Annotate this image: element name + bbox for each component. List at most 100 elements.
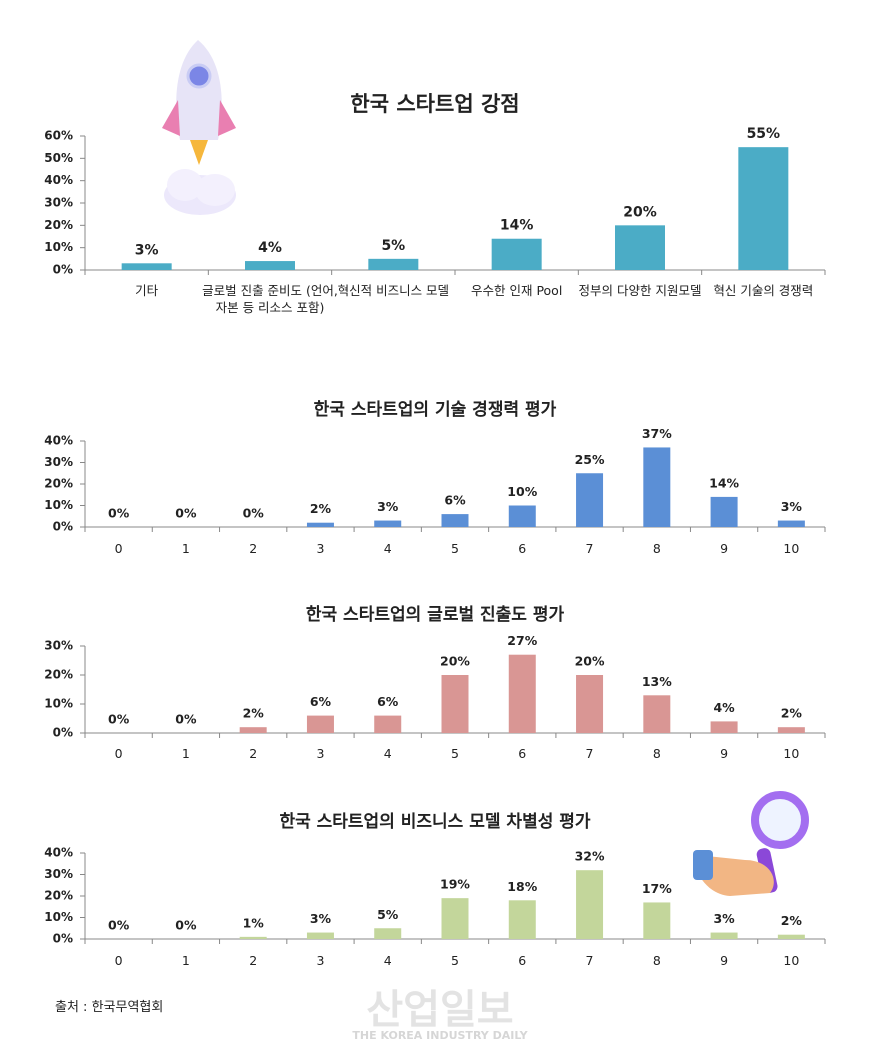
y-tick-label: 10% [44,697,73,711]
source: 출처 : 한국무역협회 [55,1000,164,1015]
bar [374,715,402,733]
x-tick-label: 정부의 다양한 지원모델 [578,283,702,298]
x-tick-label: 혁신적 비즈니스 모델 [337,283,450,298]
bar [239,936,267,939]
bar [306,715,334,733]
data-label: 6% [377,694,399,709]
x-tick-label: 8 [652,953,661,968]
y-tick-label: 20% [44,218,73,232]
data-label: 14% [709,475,739,490]
bar [643,695,671,733]
data-label: 13% [642,674,672,689]
data-label: 0% [175,918,197,933]
bar [710,721,738,733]
x-tick-label: 8 [652,541,661,556]
x-tick-label: 우수한 인재 Pool [471,283,563,298]
bar [306,932,334,939]
y-tick-label: 0% [53,726,73,740]
bar [710,932,738,939]
watermark-sub: THE KOREA INDUSTRY DAILY [352,1029,528,1042]
x-tick-label: 2 [249,953,258,968]
data-label: 6% [310,694,332,709]
data-label: 37% [642,426,672,441]
bar [121,263,172,270]
data-label: 0% [175,506,197,521]
y-tick-label: 30% [44,196,73,210]
x-tick-label: 글로벌 진출 준비도 (언어, 자본 등 리소스 포함) [202,283,338,315]
data-label: 5% [377,907,399,922]
data-label: 17% [642,881,672,896]
bar [576,675,604,733]
data-label: 10% [507,484,537,499]
x-tick-label: 0 [114,746,123,761]
x-tick-label: 5 [451,953,459,968]
bar [441,514,469,527]
y-tick-label: 40% [44,846,73,860]
data-label: 3% [713,911,735,926]
x-tick-label: 8 [652,746,661,761]
x-tick-label: 3 [316,541,325,556]
bar [777,934,805,939]
x-tick-label: 7 [585,541,594,556]
x-tick-label: 5 [451,746,459,761]
chart-title: 한국 스타트업의 비즈니스 모델 차별성 평가 [279,811,590,832]
x-tick-label: 1 [181,953,190,968]
bar [643,902,671,939]
data-label: 0% [108,506,130,521]
y-tick-label: 10% [44,910,73,924]
bar [508,654,536,733]
data-label: 2% [781,706,803,721]
data-label: 0% [108,712,130,727]
data-label: 19% [440,877,470,892]
x-tick-label: 0 [114,541,123,556]
x-tick-label: 4 [383,746,392,761]
y-tick-label: 0% [53,263,73,277]
bar [306,522,334,527]
x-tick-label: 2 [249,746,258,761]
y-tick-label: 60% [44,129,73,143]
x-tick-label: 3 [316,746,325,761]
x-tick-label: 7 [585,953,594,968]
y-tick-label: 30% [44,867,73,881]
data-label: 1% [243,915,265,930]
y-tick-label: 30% [44,455,73,469]
x-tick-label: 0 [114,953,123,968]
bar [374,928,402,939]
x-tick-label: 9 [720,746,729,761]
data-label: 27% [507,633,537,648]
y-tick-label: 40% [44,173,73,187]
data-label: 3% [310,911,332,926]
x-tick-label: 10 [783,953,800,968]
data-label: 3% [377,499,399,514]
bar [441,898,469,939]
data-label: 20% [623,204,657,220]
data-label: 3% [781,499,803,514]
data-label: 2% [781,913,803,928]
data-label: 5% [381,238,405,254]
data-label: 0% [243,506,265,521]
y-tick-label: 0% [53,932,73,946]
data-label: 32% [575,849,605,864]
data-label: 3% [135,242,159,258]
y-tick-label: 0% [53,520,73,534]
chart-title: 한국 스타트업의 글로벌 진출도 평가 [306,605,565,625]
bar [777,727,805,733]
bar [508,505,536,527]
x-tick-label: 1 [181,541,190,556]
bar [245,261,295,270]
bar [368,258,419,270]
x-tick-label: 5 [451,541,459,556]
y-tick-label: 10% [44,240,73,254]
x-tick-label: 7 [585,746,594,761]
y-tick-label: 30% [44,639,73,653]
bar [738,147,789,270]
data-label: 20% [575,654,605,669]
bar [615,225,665,270]
data-label: 18% [507,879,537,894]
bar [441,675,469,733]
bar [374,520,402,527]
magnifier-icon [693,791,809,896]
chart-title: 한국 스타트업의 기술 경쟁력 평가 [314,400,557,420]
